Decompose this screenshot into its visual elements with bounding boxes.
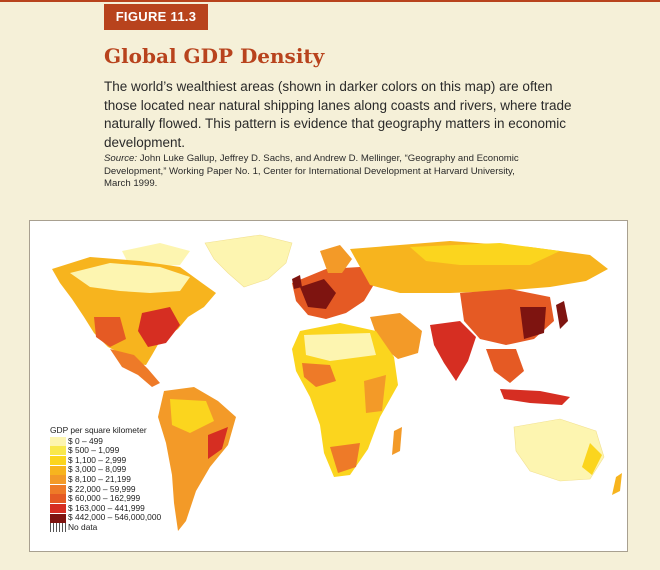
figure-label: FIGURE 11.3 [104, 4, 208, 30]
legend-swatch [50, 494, 66, 504]
map-legend: GDP per square kilometer $ 0 – 499 $ 500… [50, 425, 220, 533]
legend-label: $ 442,000 – 546,000,000 [68, 512, 162, 523]
legend-item: $ 3,000 – 8,099 [50, 465, 220, 475]
legend-swatch [50, 446, 66, 456]
legend-item: $ 22,000 – 59,999 [50, 483, 220, 495]
no-data-swatch [50, 523, 66, 533]
legend-swatch [50, 504, 66, 514]
japan [556, 301, 568, 329]
middle-east [370, 313, 422, 359]
east-africa [364, 375, 386, 413]
legend-item: $ 8,100 – 21,199 [50, 473, 220, 485]
legend-item: $ 1,100 – 2,999 [50, 454, 220, 466]
africa [292, 323, 398, 477]
figure-source: Source: John Luke Gallup, Jeffrey D. Sac… [104, 153, 544, 191]
australia [513, 418, 605, 482]
uk [292, 275, 302, 289]
scandinavia [320, 245, 352, 273]
map-frame [29, 220, 628, 552]
figure-title: Global GDP Density [104, 44, 325, 68]
legend-label: $ 22,000 – 59,999 [68, 483, 136, 494]
legend-swatch [50, 456, 66, 466]
legend-swatch [50, 484, 66, 494]
brazil-coast [208, 427, 228, 459]
legend-label: $ 3,000 – 8,099 [68, 464, 127, 475]
new-zealand [612, 473, 622, 495]
legend-label: $ 60,000 – 162,999 [68, 493, 141, 504]
top-rule [0, 0, 660, 2]
legend-label: $ 8,100 – 21,199 [68, 473, 131, 484]
indonesia [500, 389, 570, 405]
west-africa [302, 363, 336, 387]
legend-item: $ 163,000 – 441,999 [50, 502, 220, 514]
legend-label: $ 0 – 499 [68, 435, 103, 446]
legend-item: $ 0 – 499 [50, 435, 220, 447]
southern-africa [330, 443, 360, 473]
source-text: John Luke Gallup, Jeffrey D. Sachs, and … [104, 153, 519, 189]
amazon [170, 399, 214, 433]
legend-label: $ 163,000 – 441,999 [68, 502, 145, 513]
australia-east-coast [582, 443, 602, 475]
mexico [110, 349, 160, 387]
legend-item: $ 500 – 1,099 [50, 446, 220, 456]
source-label: Source: [104, 153, 138, 164]
legend-swatch [50, 513, 66, 523]
greenland [204, 234, 293, 288]
legend-item: $ 60,000 – 162,999 [50, 494, 220, 504]
legend-swatch [50, 436, 66, 446]
usa-east [138, 307, 180, 347]
figure-description: The world’s wealthiest areas (shown in d… [104, 79, 572, 150]
india [430, 321, 476, 381]
legend-item-no-data: No data [50, 521, 220, 533]
southeast-asia [486, 349, 524, 383]
legend-item: $ 442,000 – 546,000,000 [50, 513, 220, 523]
legend-title: GDP per square kilometer [50, 425, 147, 435]
legend-label: $ 1,100 – 2,999 [68, 454, 127, 465]
usa-west [94, 317, 126, 347]
legend-label: $ 500 – 1,099 [68, 445, 120, 456]
east-china [520, 307, 546, 339]
siberia-north [410, 243, 560, 265]
sahara [304, 333, 376, 361]
canada-north [70, 263, 190, 293]
western-europe [300, 279, 336, 309]
world-map [52, 234, 622, 531]
madagascar [392, 427, 402, 455]
legend-swatch [50, 475, 66, 485]
legend-swatch [50, 465, 66, 475]
legend-label: No data [68, 521, 98, 532]
